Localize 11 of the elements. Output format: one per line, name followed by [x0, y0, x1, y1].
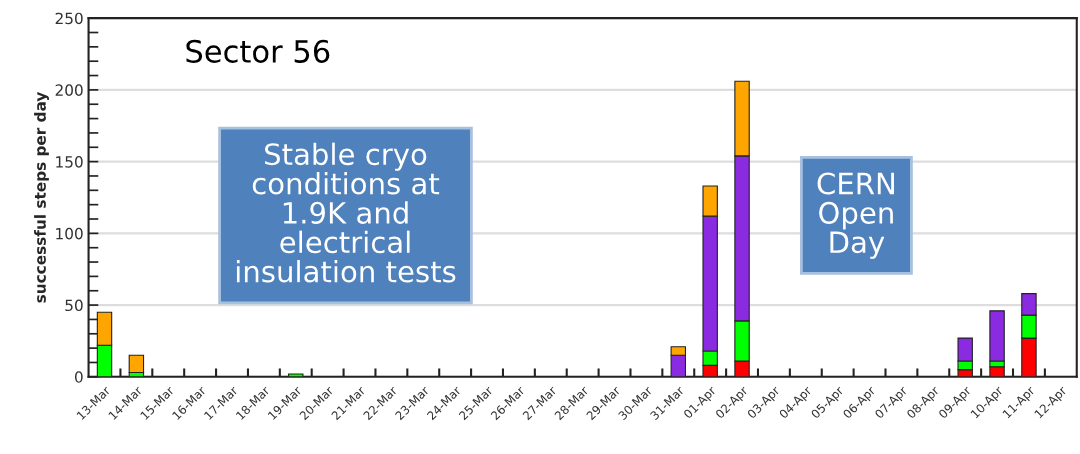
y-tick-label: 250 — [55, 12, 83, 25]
annotation: Stable cryo conditions at 1.9K and electrical insulation tests — [236, 142, 456, 283]
y-tick-label: 50 — [65, 299, 83, 312]
y-tick-label: 150 — [56, 156, 83, 168]
y-axis-title: successful steps per day — [34, 91, 49, 303]
bar — [128, 354, 145, 374]
annotation: CERN Open Day — [817, 172, 894, 259]
y-tick-label: 200 — [55, 84, 83, 96]
y-tick-label: 100 — [56, 227, 83, 240]
y-tick-label: 0 — [74, 371, 83, 383]
annotation: Sector 56 — [186, 39, 330, 63]
